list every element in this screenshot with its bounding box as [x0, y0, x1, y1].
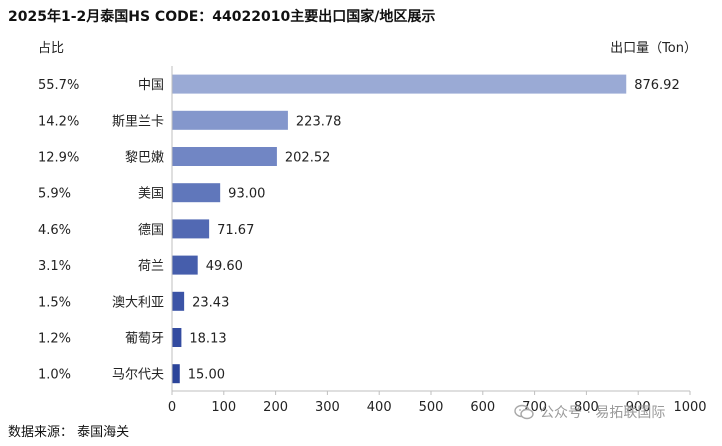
x-tick-label: 800	[574, 400, 599, 415]
value-label: 71.67	[217, 223, 254, 238]
category-label: 葡萄牙	[125, 332, 164, 347]
x-tick-label: 400	[367, 400, 392, 415]
wechat-icon	[514, 404, 534, 420]
category-label: 荷兰	[138, 259, 164, 274]
x-tick-label: 900	[626, 400, 651, 415]
share-label: 1.0%	[38, 368, 71, 383]
chart-title: 2025年1-2月泰国HS CODE：44022010主要出口国家/地区展示	[8, 9, 436, 25]
value-label: 93.00	[228, 187, 265, 202]
bar	[172, 291, 185, 311]
x-tick-label: 200	[263, 400, 288, 415]
value-label: 223.78	[296, 114, 342, 129]
bar	[172, 219, 210, 239]
share-label: 3.1%	[38, 259, 71, 274]
share-label: 55.7%	[38, 78, 79, 93]
x-tick-label: 100	[211, 400, 236, 415]
share-label: 14.2%	[38, 114, 79, 129]
share-label: 1.2%	[38, 332, 71, 347]
data-source-note: 数据来源： 泰国海关	[8, 425, 130, 440]
bar	[172, 74, 627, 94]
category-label: 德国	[138, 223, 164, 238]
x-axis-title: 出口量（Ton）	[610, 41, 697, 56]
category-label: 斯里兰卡	[112, 114, 164, 129]
value-label: 202.52	[285, 151, 331, 166]
bar	[172, 255, 198, 275]
category-label: 黎巴嫩	[125, 151, 164, 166]
category-label: 美国	[138, 187, 164, 202]
value-label: 876.92	[634, 78, 680, 93]
share-label: 4.6%	[38, 223, 71, 238]
share-label: 5.9%	[38, 187, 71, 202]
x-tick-label: 500	[419, 400, 444, 415]
bar	[172, 364, 180, 384]
x-tick-label: 300	[315, 400, 340, 415]
x-tick-label: 600	[470, 400, 495, 415]
value-label: 15.00	[188, 368, 225, 383]
watermark: 公众号 · 易拓联国际	[514, 402, 665, 422]
bar	[172, 328, 182, 347]
category-label: 澳大利亚	[112, 294, 164, 310]
category-label: 中国	[138, 78, 164, 93]
value-label: 18.13	[189, 332, 226, 347]
bar	[172, 147, 277, 166]
x-tick-label: 0	[168, 400, 176, 415]
value-label: 23.43	[192, 295, 229, 310]
x-tick-label: 1000	[673, 400, 706, 415]
bar	[172, 110, 288, 130]
share-label: 1.5%	[38, 295, 71, 310]
value-label: 49.60	[206, 259, 243, 274]
share-header: 占比	[38, 41, 64, 56]
category-label: 马尔代夫	[112, 368, 164, 383]
watermark-text: 公众号 · 易拓联国际	[540, 405, 666, 421]
share-label: 12.9%	[38, 151, 79, 166]
bar	[172, 183, 221, 203]
